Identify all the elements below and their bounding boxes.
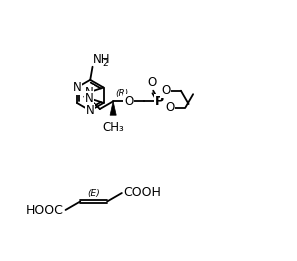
Text: HOOC: HOOC xyxy=(26,204,64,217)
Text: (E): (E) xyxy=(87,189,100,198)
Text: CH₃: CH₃ xyxy=(102,121,124,134)
Text: 2: 2 xyxy=(102,58,108,68)
Text: (R): (R) xyxy=(116,88,129,98)
Text: N: N xyxy=(86,104,95,117)
Text: COOH: COOH xyxy=(123,186,161,199)
Text: N: N xyxy=(72,81,81,94)
Polygon shape xyxy=(110,101,116,115)
Text: N: N xyxy=(85,86,93,99)
Text: N: N xyxy=(85,92,93,105)
Text: O: O xyxy=(165,101,175,114)
Text: O: O xyxy=(148,76,157,89)
Text: P: P xyxy=(155,95,164,108)
Text: O: O xyxy=(124,95,133,108)
Text: O: O xyxy=(161,84,170,97)
Text: NH: NH xyxy=(93,53,110,66)
